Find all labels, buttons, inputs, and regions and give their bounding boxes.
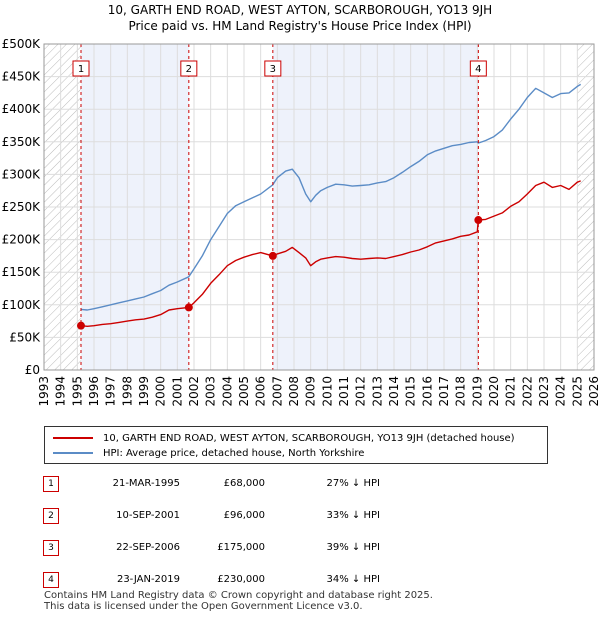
x-tick-label: 2018 bbox=[454, 376, 468, 407]
x-tick-label: 2025 bbox=[570, 376, 584, 407]
sale-label-box bbox=[469, 60, 487, 77]
hpi-line-swatch bbox=[53, 452, 93, 454]
x-tick-label: 2012 bbox=[354, 376, 368, 407]
y-tick-label: £0 bbox=[25, 363, 40, 377]
y-tick-label: £150K bbox=[2, 265, 42, 279]
chart-subtitle: Price paid vs. HM Land Registry's House … bbox=[128, 19, 472, 33]
x-tick-label: 1999 bbox=[137, 376, 151, 407]
chart-title: 10, GARTH END ROAD, WEST AYTON, SCARBORO… bbox=[107, 3, 493, 17]
sale-hpi-diff: 33% ↓ HPI bbox=[326, 510, 380, 521]
x-tick-label: 2010 bbox=[320, 376, 334, 407]
sale-date: 23-JAN-2019 bbox=[116, 574, 180, 585]
sale-price: £230,000 bbox=[217, 574, 265, 585]
x-tick-label: 2014 bbox=[387, 376, 401, 407]
sale-date: 10-SEP-2001 bbox=[116, 510, 180, 521]
y-tick-label: £450K bbox=[2, 70, 42, 84]
sale-number-badge: 4 bbox=[43, 572, 59, 588]
price-chart: 1 2 3 4 £0 £50K £100K £150K £200K £250K £300K £350… bbox=[2, 37, 600, 407]
sale-label: 3 bbox=[270, 64, 276, 75]
sale-point bbox=[77, 321, 85, 330]
legend-property-label: 10, GARTH END ROAD, WEST AYTON, SCARBORO… bbox=[103, 432, 515, 444]
x-tick-label: 2022 bbox=[520, 376, 534, 407]
property-line-swatch bbox=[53, 437, 93, 439]
y-tick-label: £500K bbox=[2, 37, 42, 51]
x-tick-label: 2024 bbox=[554, 376, 568, 407]
footer-licence: This data is licensed under the Open Gov… bbox=[44, 601, 363, 612]
y-tick-label: £50K bbox=[9, 330, 41, 344]
sale-label-box bbox=[264, 60, 282, 77]
x-tick-label: 2006 bbox=[254, 376, 268, 407]
x-tick-label: 2007 bbox=[270, 376, 284, 407]
legend-item-property: 10, GARTH END ROAD, WEST AYTON, SCARBORO… bbox=[53, 431, 515, 445]
x-tick-label: 2020 bbox=[487, 376, 501, 407]
x-tick-label: 2003 bbox=[204, 376, 218, 407]
sale-price: £175,000 bbox=[217, 542, 265, 553]
sale-hpi-diff: 27% ↓ HPI bbox=[326, 478, 380, 489]
y-tick-label: £400K bbox=[2, 102, 42, 116]
x-tick-label: 2013 bbox=[370, 376, 384, 407]
x-tick-label: 2019 bbox=[470, 376, 484, 407]
property-price-line bbox=[80, 180, 581, 327]
table-row: 4 23-JAN-2019 £230,000 34% ↓ HPI bbox=[0, 570, 600, 590]
sale-label-box bbox=[72, 60, 90, 77]
footer-copyright: Contains HM Land Registry data © Crown c… bbox=[44, 590, 433, 601]
sale-price: £68,000 bbox=[223, 478, 265, 489]
x-tick-label: 2015 bbox=[404, 376, 418, 407]
table-row: 1 21-MAR-1995 £68,000 27% ↓ HPI bbox=[0, 474, 600, 494]
x-tick-label: 1993 bbox=[37, 376, 51, 407]
sale-label: 4 bbox=[475, 64, 481, 75]
x-tick-label: 2017 bbox=[437, 376, 451, 407]
x-tick-label: 2005 bbox=[237, 376, 251, 407]
hpi-line bbox=[80, 83, 582, 311]
sale-number-badge: 3 bbox=[43, 540, 59, 556]
y-tick-label: £200K bbox=[2, 233, 42, 247]
legend-item-hpi: HPI: Average price, detached house, Nort… bbox=[53, 446, 364, 460]
x-tick-label: 1998 bbox=[120, 376, 134, 407]
table-row: 2 10-SEP-2001 £96,000 33% ↓ HPI bbox=[0, 506, 600, 526]
sale-date: 22-SEP-2006 bbox=[116, 542, 180, 553]
sale-label: 2 bbox=[186, 64, 192, 75]
x-tick-label: 2009 bbox=[304, 376, 318, 407]
y-tick-label: £250K bbox=[2, 200, 42, 214]
sale-number-badge: 2 bbox=[43, 508, 59, 524]
y-tick-label: £100K bbox=[2, 298, 42, 312]
x-tick-label: 2002 bbox=[187, 376, 201, 407]
x-tick-label: 1995 bbox=[70, 376, 84, 407]
sale-hpi-diff: 34% ↓ HPI bbox=[326, 574, 380, 585]
sale-point bbox=[184, 303, 193, 312]
x-tick-label: 2023 bbox=[537, 376, 551, 407]
sale-number-badge: 1 bbox=[43, 476, 59, 492]
x-tick-label: 2001 bbox=[170, 376, 184, 407]
table-row: 3 22-SEP-2006 £175,000 39% ↓ HPI bbox=[0, 538, 600, 558]
sale-point bbox=[268, 251, 277, 260]
x-tick-label: 1994 bbox=[54, 376, 68, 407]
sale-label: 1 bbox=[78, 64, 84, 75]
x-tick-label: 2004 bbox=[220, 376, 234, 407]
x-tick-label: 1996 bbox=[87, 376, 101, 407]
sale-point bbox=[474, 216, 483, 225]
sale-date: 21-MAR-1995 bbox=[112, 478, 180, 489]
x-tick-label: 2026 bbox=[587, 376, 600, 407]
sale-hpi-diff: 39% ↓ HPI bbox=[326, 542, 380, 553]
sale-price: £96,000 bbox=[223, 510, 265, 521]
y-tick-label: £300K bbox=[2, 167, 42, 181]
legend: 10, GARTH END ROAD, WEST AYTON, SCARBORO… bbox=[44, 426, 548, 464]
y-tick-label: £350K bbox=[2, 135, 42, 149]
x-tick-label: 1997 bbox=[104, 376, 118, 407]
sale-label-box bbox=[180, 60, 198, 77]
x-tick-label: 2011 bbox=[337, 376, 351, 407]
x-tick-label: 2021 bbox=[504, 376, 518, 407]
x-tick-label: 2000 bbox=[154, 376, 168, 407]
x-tick-label: 2016 bbox=[420, 376, 434, 407]
legend-hpi-label: HPI: Average price, detached house, Nort… bbox=[103, 447, 365, 459]
plot-frame bbox=[43, 43, 595, 371]
footer: Contains HM Land Registry data © Crown c… bbox=[44, 590, 433, 612]
x-tick-label: 2008 bbox=[287, 376, 301, 407]
